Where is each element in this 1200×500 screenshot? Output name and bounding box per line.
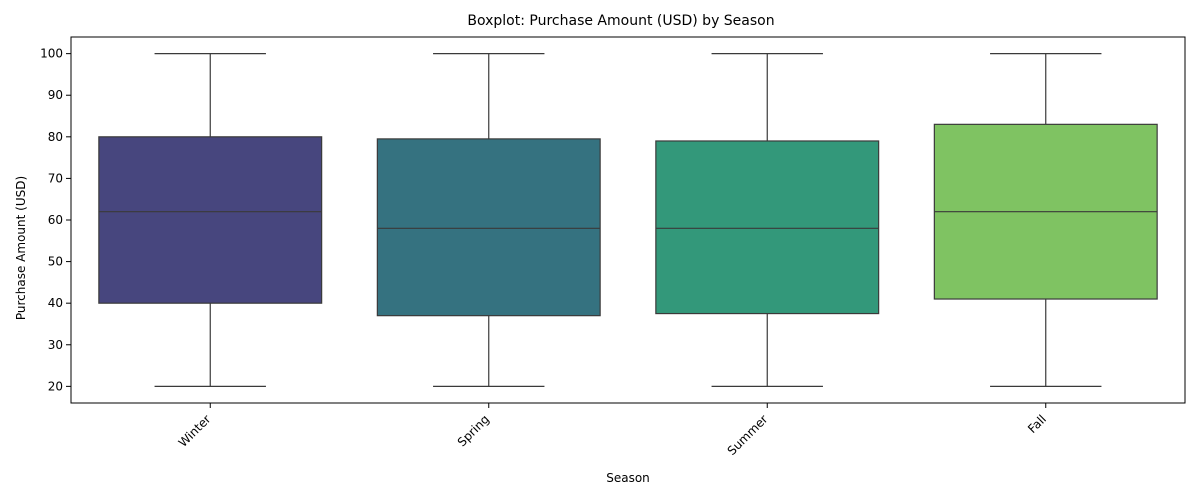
box-spring bbox=[376, 138, 601, 317]
y-tick-label: 20 bbox=[48, 379, 63, 393]
y-tick-label: 40 bbox=[48, 296, 63, 310]
x-tick-label: Summer bbox=[725, 412, 771, 458]
box-winter bbox=[98, 136, 323, 304]
y-tick-label: 60 bbox=[48, 213, 63, 227]
y-tick-label: 50 bbox=[48, 255, 63, 269]
plot-frame bbox=[70, 36, 1186, 404]
y-tick-label: 100 bbox=[40, 47, 63, 61]
box-summer bbox=[655, 140, 880, 315]
x-tick-label: Winter bbox=[176, 412, 214, 450]
y-tick-label: 30 bbox=[48, 338, 63, 352]
y-axis-title: Purchase Amount (USD) bbox=[14, 176, 28, 320]
y-tick-label: 70 bbox=[48, 171, 63, 185]
x-tick-label: Spring bbox=[455, 412, 492, 449]
x-axis-title: Season bbox=[606, 471, 650, 485]
plot-area: 20 30 40 50 60 70 80 90 100 Winter Spring Summer Fal… bbox=[40, 36, 1186, 458]
y-tick-label: 90 bbox=[48, 88, 63, 102]
chart-title: Boxplot: Purchase Amount (USD) by Season bbox=[467, 13, 774, 29]
y-tick-label: 80 bbox=[48, 130, 63, 144]
x-tick-label: Fall bbox=[1025, 412, 1049, 436]
